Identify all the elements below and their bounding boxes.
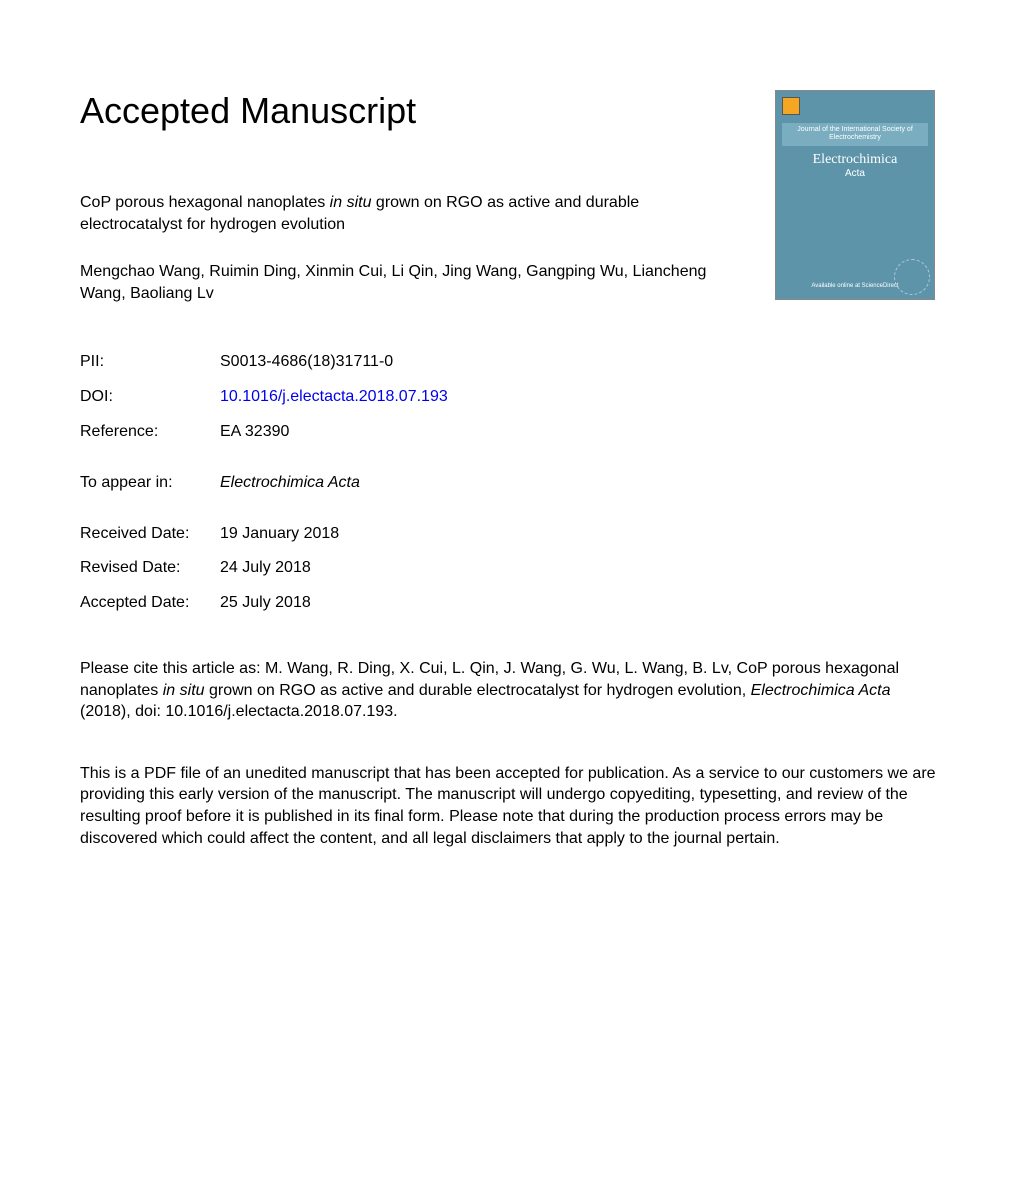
citation-italic1: in situ (163, 682, 205, 699)
title-text-italic: in situ (330, 194, 372, 211)
citation-italic2: Electrochimica Acta (751, 682, 891, 699)
article-title: CoP porous hexagonal nanoplates in situ … (80, 192, 720, 235)
reference-value: EA 32390 (220, 422, 289, 443)
meta-row-received: Received Date: 19 January 2018 (80, 524, 940, 545)
accepted-label: Accepted Date: (80, 593, 220, 614)
received-value: 19 January 2018 (220, 524, 339, 545)
meta-row-pii: PII: S0013-4686(18)31711-0 (80, 352, 940, 373)
title-text-pre: CoP porous hexagonal nanoplates (80, 194, 330, 211)
journal-cover-thumbnail: Journal of the International Society of … (775, 90, 935, 300)
received-label: Received Date: (80, 524, 220, 545)
cover-journal-title: Electrochimica (782, 152, 928, 168)
metadata-table: PII: S0013-4686(18)31711-0 DOI: 10.1016/… (80, 352, 940, 614)
meta-row-appear: To appear in: Electrochimica Acta (80, 473, 940, 494)
revised-value: 24 July 2018 (220, 558, 311, 579)
accepted-value: 25 July 2018 (220, 593, 311, 614)
manuscript-page: Journal of the International Society of … (0, 0, 1020, 909)
appear-label: To appear in: (80, 473, 220, 494)
meta-row-reference: Reference: EA 32390 (80, 422, 940, 443)
pii-value: S0013-4686(18)31711-0 (220, 352, 393, 373)
publisher-logo-icon (782, 97, 800, 115)
disclaimer-text: This is a PDF file of an unedited manusc… (80, 763, 940, 849)
citation-post: (2018), doi: 10.1016/j.electacta.2018.07… (80, 703, 398, 720)
meta-row-revised: Revised Date: 24 July 2018 (80, 558, 940, 579)
citation-text: Please cite this article as: M. Wang, R.… (80, 658, 940, 723)
reference-label: Reference: (80, 422, 220, 443)
cover-seal-icon (894, 259, 930, 295)
citation-mid: grown on RGO as active and durable elect… (205, 682, 751, 699)
doi-link[interactable]: 10.1016/j.electacta.2018.07.193 (220, 387, 448, 408)
revised-label: Revised Date: (80, 558, 220, 579)
appear-value: Electrochimica Acta (220, 473, 360, 494)
cover-band-text: Journal of the International Society of … (782, 123, 928, 146)
author-list: Mengchao Wang, Ruimin Ding, Xinmin Cui, … (80, 261, 720, 304)
pii-label: PII: (80, 352, 220, 373)
meta-row-doi: DOI: 10.1016/j.electacta.2018.07.193 (80, 387, 940, 408)
meta-row-accepted: Accepted Date: 25 July 2018 (80, 593, 940, 614)
cover-journal-subtitle: Acta (782, 168, 928, 179)
doi-label: DOI: (80, 387, 220, 408)
